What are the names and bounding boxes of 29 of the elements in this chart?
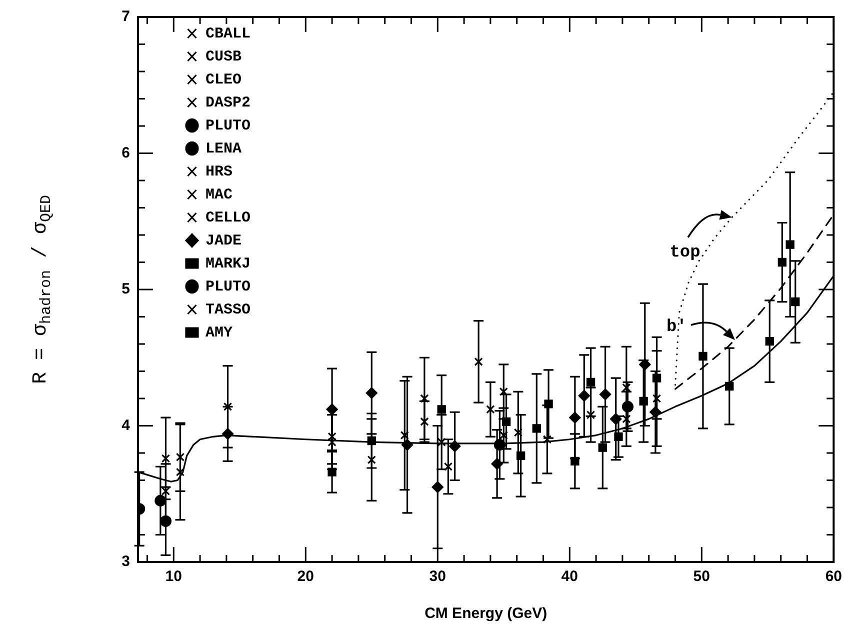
annotation: top — [670, 244, 700, 263]
legend-label: CBALL — [206, 25, 251, 42]
legend-label: CELLO — [206, 209, 251, 226]
x-tick-label: 60 — [825, 568, 842, 586]
legend-label: AMY — [206, 324, 233, 342]
annotation: b' — [666, 318, 687, 338]
legend-label: LENA — [206, 140, 242, 158]
x-tick-label: 50 — [693, 568, 710, 586]
legend-label: PLUTO — [206, 278, 251, 296]
legend-label: HRS — [206, 163, 233, 180]
legend-label: JADE — [206, 232, 242, 250]
x-tick-label: 40 — [561, 568, 578, 586]
legend-label: DASP2 — [206, 94, 251, 112]
legend-label: MAC — [206, 186, 233, 204]
y-tick-label: 3 — [122, 553, 130, 570]
legend-label: CUSB — [206, 48, 242, 66]
y-tick-label: 6 — [122, 144, 130, 162]
legend-label: CLEO — [206, 71, 242, 88]
legend-label: TASSO — [206, 301, 251, 318]
x-tick-label: 20 — [297, 568, 314, 586]
legend-label: PLUTO — [206, 117, 251, 134]
legend-label: MARKJ — [206, 255, 251, 272]
x-tick-label: 10 — [165, 568, 182, 586]
x-tick-label: 30 — [429, 568, 446, 586]
y-axis-title: R = σhadron / σQED — [29, 194, 55, 384]
y-tick-label: 4 — [122, 416, 131, 434]
y-tick-label: 7 — [122, 8, 130, 26]
x-axis-title: CM Energy (GeV) — [424, 605, 548, 622]
y-tick-label: 5 — [122, 280, 130, 298]
